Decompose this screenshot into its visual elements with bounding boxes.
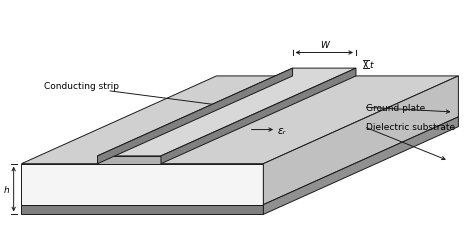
Text: t: t	[370, 61, 373, 69]
Polygon shape	[98, 156, 161, 164]
Text: Ground plate: Ground plate	[366, 103, 425, 112]
Polygon shape	[21, 205, 264, 214]
Polygon shape	[98, 69, 292, 164]
Polygon shape	[264, 76, 458, 205]
Polygon shape	[98, 69, 356, 156]
Text: Dielectric substrate: Dielectric substrate	[366, 123, 455, 132]
Text: εᵣ: εᵣ	[278, 125, 286, 135]
Polygon shape	[21, 117, 458, 205]
Text: W: W	[320, 40, 329, 49]
Polygon shape	[21, 164, 264, 205]
Text: h: h	[4, 185, 10, 194]
Polygon shape	[264, 117, 458, 214]
Polygon shape	[21, 76, 458, 164]
Polygon shape	[161, 69, 356, 164]
Text: Conducting strip: Conducting strip	[44, 82, 119, 91]
